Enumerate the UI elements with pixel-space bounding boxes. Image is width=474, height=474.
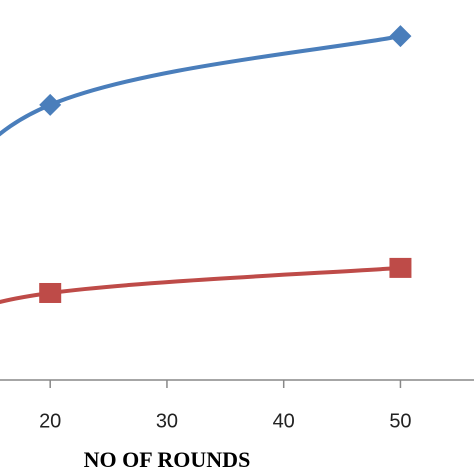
x-tick-label: 40 xyxy=(273,410,295,432)
x-tick-label: 50 xyxy=(389,410,411,432)
series-line xyxy=(0,34,401,137)
x-axis-label: NO OF ROUNDS xyxy=(84,447,251,472)
plot-area xyxy=(0,25,412,305)
series-line xyxy=(0,265,401,305)
marker xyxy=(39,282,62,303)
marker xyxy=(39,93,62,116)
marker xyxy=(389,25,412,48)
x-tick-label: 30 xyxy=(156,410,178,432)
marker xyxy=(389,257,412,278)
x-tick-label: 20 xyxy=(39,410,61,432)
